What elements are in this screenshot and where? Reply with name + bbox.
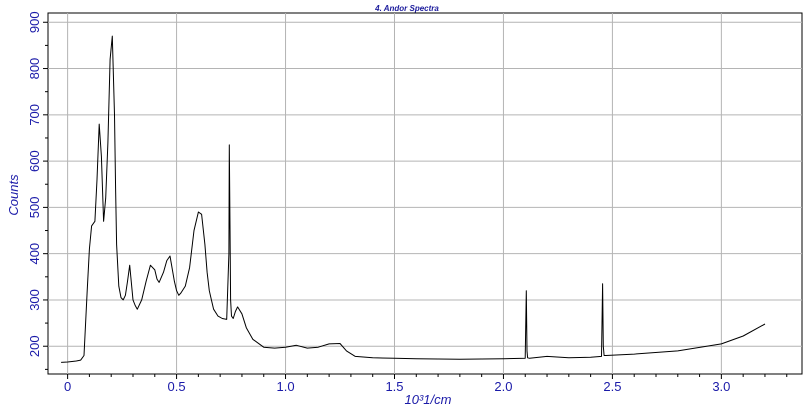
chart-title: 4. Andor Spectra: [374, 4, 439, 13]
y-tick-label: 600: [27, 150, 42, 172]
y-tick-label: 300: [27, 289, 42, 311]
plot-frame: [47, 12, 803, 375]
series-group: [61, 35, 766, 363]
y-tick-label: 700: [27, 104, 42, 126]
x-tick-label: 3.0: [712, 379, 730, 394]
y-tick-label: 800: [27, 58, 42, 80]
x-tick-label: 0: [64, 379, 71, 394]
x-tick-label: 1.5: [385, 379, 403, 394]
spectrum-trace: [61, 35, 766, 363]
y-tick-label: 900: [27, 11, 42, 33]
axis-ticks: 0 0.5 1.0 1.5 2.0 2.5 3.0 200 300 400 500 600 700 800…: [27, 11, 788, 394]
grid-lines: [48, 13, 802, 374]
x-axis-label: 10³1/cm: [405, 392, 452, 407]
y-tick-label: 400: [27, 243, 42, 265]
x-tick-label: 2.0: [494, 379, 512, 394]
x-tick-label: 2.5: [603, 379, 621, 394]
y-axis-label: Counts: [6, 174, 21, 216]
x-tick-label: 0.5: [168, 379, 186, 394]
y-tick-label: 200: [27, 335, 42, 357]
y-tick-label: 500: [27, 197, 42, 219]
x-tick-label: 1.0: [276, 379, 294, 394]
